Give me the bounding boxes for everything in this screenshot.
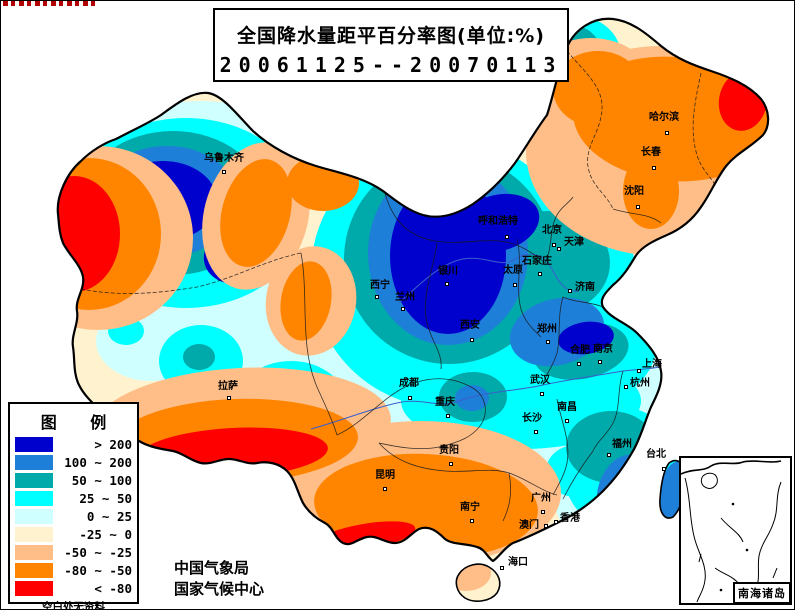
legend-swatch <box>15 437 53 452</box>
legend-range-label: -80 ~ -50 <box>64 563 132 578</box>
legend-title: 图 例 <box>40 413 121 432</box>
legend-swatch <box>15 455 53 470</box>
legend-swatch <box>15 509 53 524</box>
legend-swatch <box>15 491 53 506</box>
legend-item: 50 ~ 100 <box>15 472 132 489</box>
legend-swatch <box>15 563 53 578</box>
legend-item: 0 ~ 25 <box>15 508 132 525</box>
legend-no-data-note: 空白处无资料 <box>42 601 105 610</box>
legend-range-label: -25 ~ 0 <box>79 527 132 542</box>
inset-label: 南海诸岛 <box>733 582 791 604</box>
province-boundaries <box>80 50 716 522</box>
legend-item: -25 ~ 0 <box>15 526 132 543</box>
map-title-box: 全国降水量距平百分率图(单位:%) 20061125--20070113 <box>213 8 569 82</box>
legend-swatch <box>15 473 53 488</box>
org-ncc: 国家气候中心 <box>174 580 265 598</box>
legend-item: 25 ~ 50 <box>15 490 132 507</box>
legend-swatch <box>15 581 53 596</box>
legend-item: 100 ~ 200 <box>15 454 132 471</box>
legend-swatch <box>15 527 53 542</box>
rivers <box>310 253 660 430</box>
clipped-red-text <box>3 1 95 6</box>
legend-range-label: > 200 <box>94 437 132 452</box>
org-cma: 中国气象局 <box>174 559 250 577</box>
legend-item: -50 ~ -25 <box>15 544 132 561</box>
footer-orgs: 中国气象局 国家气候中心 <box>174 558 264 600</box>
legend-range-label: 25 ~ 50 <box>79 491 132 506</box>
map-title: 全国降水量距平百分率图(单位:%) <box>236 25 545 47</box>
map-date-range: 20061125--20070113 <box>219 53 563 77</box>
legend-range-label: 100 ~ 200 <box>64 455 132 470</box>
legend-range-label: 50 ~ 100 <box>71 473 132 488</box>
legend-item: < -80 <box>15 580 132 597</box>
legend-range-label: 0 ~ 25 <box>86 509 132 524</box>
legend-item: -80 ~ -50 <box>15 562 132 579</box>
legend-item: > 200 <box>15 436 132 453</box>
legend-box: 图 例 > 200 100 ~ 200 50 ~ 100 25 ~ 50 0 ~ 25 -… <box>8 402 139 609</box>
south-china-sea-inset: 南海诸岛 <box>679 456 792 605</box>
inset-map <box>681 460 782 603</box>
legend-rows: > 200 100 ~ 200 50 ~ 100 25 ~ 50 0 ~ 25 -25 ~… <box>15 436 132 597</box>
legend-swatch <box>15 545 53 560</box>
legend-range-label: < -80 <box>94 581 132 596</box>
legend-range-label: -50 ~ -25 <box>64 545 132 560</box>
